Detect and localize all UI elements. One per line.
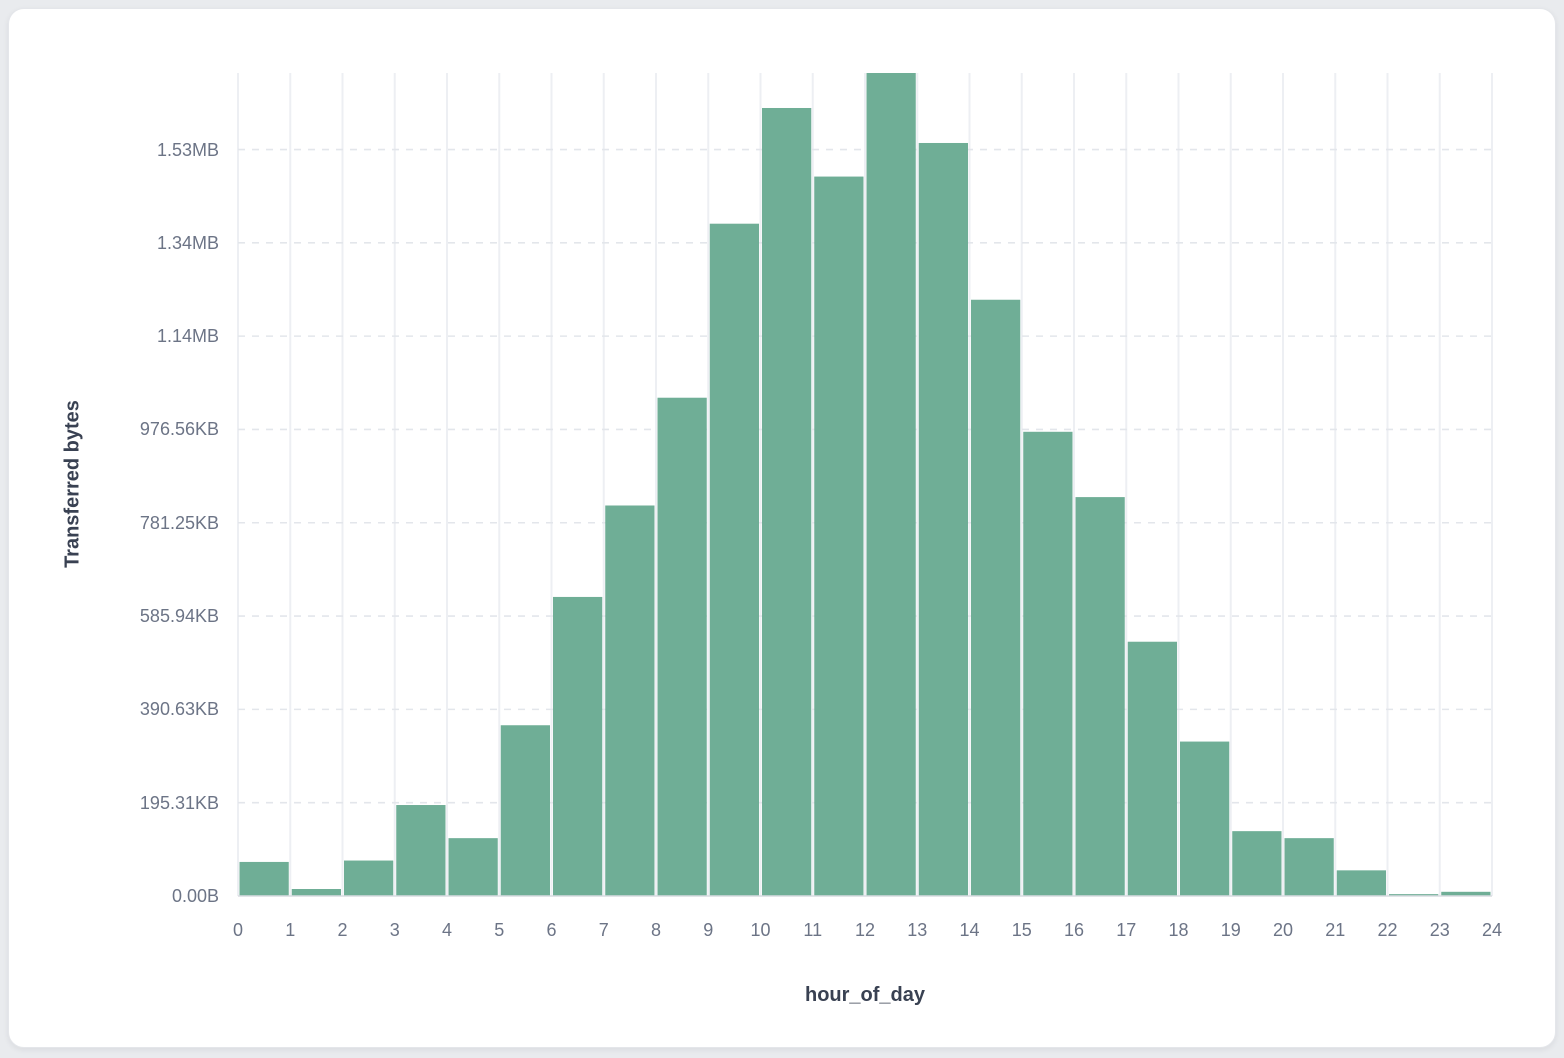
- histogram-bar-hour-2[interactable]: [344, 860, 394, 896]
- y-tick-label: 390.63KB: [139, 699, 219, 720]
- histogram-bar-hour-7[interactable]: [605, 505, 655, 896]
- y-tick-label: 781.25KB: [139, 512, 219, 533]
- histogram-bar-hour-0[interactable]: [239, 861, 289, 896]
- y-tick-label: 585.94KB: [139, 606, 219, 627]
- x-tick-label: 19: [1220, 920, 1241, 940]
- histogram-bar-hour-4[interactable]: [448, 838, 498, 896]
- histogram-bar-hour-19[interactable]: [1232, 831, 1282, 896]
- y-tick-label: 1.14MB: [156, 326, 219, 347]
- x-tick-label: 5: [494, 920, 505, 940]
- x-tick-label: 10: [750, 920, 771, 940]
- x-tick-label: 6: [546, 920, 557, 940]
- y-tick-label: 976.56KB: [139, 419, 219, 440]
- x-tick-label: 17: [1116, 920, 1137, 940]
- histogram-bar-hour-16[interactable]: [1075, 497, 1125, 896]
- histogram-bar-hour-17[interactable]: [1127, 641, 1177, 896]
- x-tick-label: 0: [232, 920, 244, 940]
- histogram-bar-hour-18[interactable]: [1180, 741, 1230, 896]
- histogram-bar-hour-11[interactable]: [814, 176, 864, 896]
- x-tick-label: 7: [598, 920, 609, 940]
- x-axis-title: hour_of_day: [804, 984, 926, 1006]
- histogram-bar-hour-22[interactable]: [1389, 894, 1439, 896]
- x-tick-label: 14: [959, 920, 980, 940]
- x-tick-label: 18: [1168, 920, 1189, 940]
- histogram-bar-hour-15[interactable]: [1023, 431, 1073, 896]
- y-tick-label: 0.00B: [171, 886, 219, 906]
- chart-card: 0.00B 195.31KB 390.63KB 585.94KB 781.25KB 976…: [8, 8, 1556, 1048]
- x-tick-label: 3: [389, 920, 400, 940]
- y-axis-title: Transferred bytes: [61, 400, 84, 568]
- histogram-bar-hour-9[interactable]: [709, 223, 759, 896]
- y-tick-label: 195.31KB: [139, 792, 219, 813]
- histogram-bar-hour-6[interactable]: [553, 596, 603, 896]
- y-tick-label: 1.34MB: [156, 232, 219, 253]
- histogram-bar-hour-20[interactable]: [1284, 838, 1334, 896]
- x-tick-label: 20: [1272, 920, 1294, 940]
- x-tick-label: 21: [1325, 920, 1346, 940]
- histogram-bar-hour-10[interactable]: [762, 107, 812, 897]
- histogram-bar-hour-5[interactable]: [500, 725, 550, 896]
- x-tick-label: 2: [337, 920, 348, 940]
- y-tick-label: 1.53MB: [156, 139, 219, 160]
- x-tick-label: 16: [1063, 920, 1085, 940]
- x-tick-label: 23: [1429, 920, 1450, 940]
- x-tick-label: 15: [1011, 920, 1032, 940]
- x-tick-label: 8: [650, 920, 662, 940]
- x-tick-label: 4: [441, 920, 453, 940]
- histogram-bar-hour-12[interactable]: [866, 73, 916, 896]
- x-tick-label: 11: [803, 920, 823, 940]
- histogram-bar-hour-3[interactable]: [396, 805, 446, 896]
- x-tick-label: 13: [907, 920, 928, 940]
- histogram-bar-hour-13[interactable]: [918, 142, 968, 897]
- x-tick-label: 24: [1481, 920, 1503, 940]
- histogram-bar-hour-8[interactable]: [657, 397, 707, 896]
- x-tick-label: 9: [703, 920, 714, 940]
- histogram-bar-hour-21[interactable]: [1336, 870, 1386, 896]
- histogram-bar-hour-23[interactable]: [1441, 891, 1491, 896]
- x-tick-label: 12: [854, 920, 876, 940]
- histogram-bar-hour-14[interactable]: [971, 299, 1021, 896]
- histogram-chart: 0.00B 195.31KB 390.63KB 585.94KB 781.25KB 976…: [9, 9, 1555, 1047]
- x-tick-label: 22: [1377, 920, 1398, 940]
- histogram-plot: [237, 73, 1493, 897]
- x-tick-label: 1: [285, 920, 296, 940]
- histogram-bar-hour-1[interactable]: [291, 889, 341, 896]
